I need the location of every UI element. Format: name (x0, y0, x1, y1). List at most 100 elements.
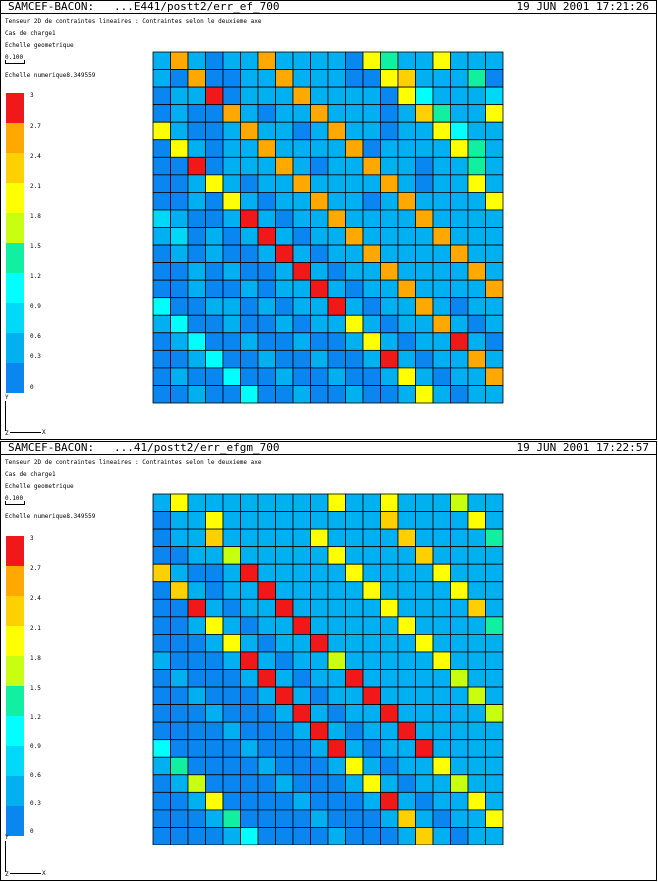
heatmap-cell (257, 191, 276, 211)
heatmap-cell (485, 774, 504, 793)
heatmap-cell (485, 563, 504, 583)
heatmap-cell (327, 774, 346, 793)
heatmap-cell (450, 528, 469, 548)
heatmap-cell (170, 704, 189, 723)
heatmap-cell (380, 546, 399, 565)
heatmap-cell (380, 616, 399, 635)
heatmap-cell (292, 651, 311, 670)
heatmap-cell (467, 633, 486, 653)
heatmap-cell (380, 774, 399, 793)
heatmap-cell (415, 581, 434, 600)
heatmap-cell (257, 209, 276, 228)
heatmap-cell (415, 791, 434, 811)
heatmap-cell (380, 598, 399, 618)
heatmap-cell (397, 104, 416, 123)
heatmap-cell (275, 511, 294, 530)
legend-tick: 0.9 (30, 743, 41, 750)
legend-band (6, 153, 24, 183)
heatmap-cell (450, 104, 469, 123)
heatmap-cell (345, 69, 364, 88)
heatmap-cell (467, 528, 486, 548)
heatmap-cell (275, 332, 294, 351)
heatmap-cell (432, 774, 451, 793)
heatmap-cell (275, 704, 294, 723)
heatmap-cell (275, 721, 294, 741)
legend-band (6, 243, 24, 273)
heatmap-cell (397, 69, 416, 88)
heatmap-cell (275, 297, 294, 316)
heatmap-cell (432, 367, 451, 386)
heatmap-cell (380, 756, 399, 776)
heatmap-cell (415, 721, 434, 741)
heatmap-cell (345, 86, 364, 106)
heatmap-cell (240, 262, 259, 281)
heatmap-cell (380, 686, 399, 706)
heatmap-cell (275, 86, 294, 106)
heatmap-cell (240, 174, 259, 193)
heatmap-cell (362, 721, 381, 741)
heatmap-cell (152, 774, 171, 793)
heatmap-cell (467, 279, 486, 299)
heatmap-cell (432, 209, 451, 228)
heatmap-cell (432, 69, 451, 88)
heatmap-cell (485, 598, 504, 618)
heatmap-cell (450, 367, 469, 386)
heatmap-cell (240, 511, 259, 530)
heatmap-cell (222, 262, 241, 281)
heatmap-cell (450, 809, 469, 828)
heatmap-cell (275, 563, 294, 583)
heatmap-cell (432, 332, 451, 351)
heatmap-cell (362, 297, 381, 316)
heatmap-cell (380, 809, 399, 828)
heatmap-cell (257, 244, 276, 264)
heatmap-cell (310, 69, 329, 88)
heatmap-cell (310, 244, 329, 264)
heatmap-cell (292, 51, 311, 70)
heatmap-cell (222, 332, 241, 351)
heatmap-cell (257, 774, 276, 793)
heatmap-cell (327, 174, 346, 193)
heatmap-cell (345, 721, 364, 741)
heatmap-cell (432, 704, 451, 723)
heatmap-cell (380, 139, 399, 158)
legend-tick: 1.8 (30, 655, 41, 662)
heatmap-cell (345, 314, 364, 334)
heatmap-cell (205, 616, 224, 635)
legend-tick: 1.2 (30, 714, 41, 721)
heatmap-cell (222, 297, 241, 316)
heatmap-cell (205, 528, 224, 548)
heatmap-cell (205, 69, 224, 88)
heatmap-cell (327, 262, 346, 281)
geom-scale-bar (5, 60, 25, 64)
heatmap-cell (432, 297, 451, 316)
heatmap-cell (187, 669, 206, 688)
heatmap-cell (380, 156, 399, 176)
heatmap-cell (170, 297, 189, 316)
heatmap-cell (292, 262, 311, 281)
heatmap-cell (292, 174, 311, 193)
heatmap-cell (152, 633, 171, 653)
heatmap-cell (397, 174, 416, 193)
heatmap-cell (380, 651, 399, 670)
heatmap-cell (275, 809, 294, 828)
heatmap-cell (362, 367, 381, 386)
heatmap-cell (240, 756, 259, 776)
heatmap-cell (415, 227, 434, 246)
heatmap-cell (327, 563, 346, 583)
heatmap-cell (205, 227, 224, 246)
heatmap-cell (485, 493, 504, 512)
heatmap-cell (240, 704, 259, 723)
heatmap-cell (310, 791, 329, 811)
heatmap-cell (240, 191, 259, 211)
heatmap-cell (310, 827, 329, 845)
heatmap-cell (415, 528, 434, 548)
heatmap-cell (310, 598, 329, 618)
heatmap-cell (415, 563, 434, 583)
heatmap-cell (170, 104, 189, 123)
heatmap-cell (345, 349, 364, 369)
heatmap-cell (257, 633, 276, 653)
heatmap-cell (240, 69, 259, 88)
heatmap-cell (415, 86, 434, 106)
heatmap-cell (362, 511, 381, 530)
heatmap-cell (467, 493, 486, 512)
